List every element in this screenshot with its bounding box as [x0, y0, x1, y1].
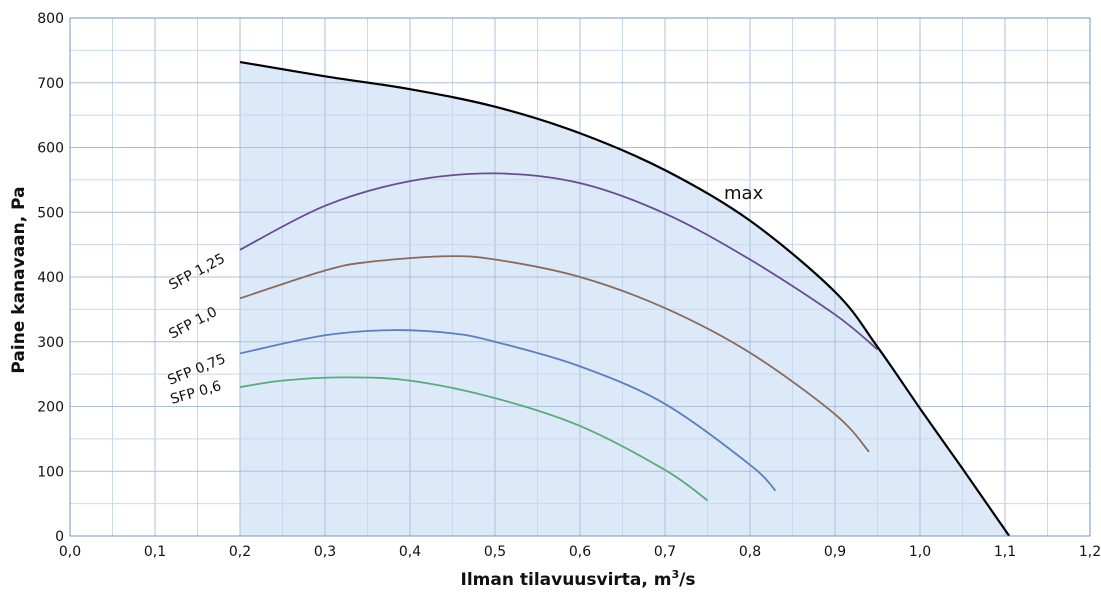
y-tick-label: 400	[37, 270, 64, 286]
series-line-sfp-0-6	[239, 376, 709, 502]
x-axis-title: Ilman tilavuusvirta, m3/s	[461, 568, 696, 590]
x-axis-title-sup: 3	[672, 568, 680, 581]
series-line-sfp-0-75	[239, 329, 777, 492]
plot-frame	[69, 17, 1091, 537]
x-tick-label: 0,4	[399, 544, 421, 560]
y-tick-label: 200	[37, 400, 64, 416]
y-tick-label: 800	[37, 11, 64, 27]
x-tick-label: 0,0	[59, 544, 81, 560]
x-tick-label: 0,1	[144, 544, 166, 560]
x-tick-label: 1,0	[909, 544, 931, 560]
x-tick-label: 0,8	[739, 544, 761, 560]
y-axis-title: Paine kanavaan, Pa	[9, 186, 29, 373]
y-tick-label: 100	[37, 464, 64, 480]
x-axis-title-main: Ilman tilavuusvirta, m	[461, 570, 672, 590]
tick-labels: 0,0 0,1 0,2 0,3 0,4 0,5 0,6 0,7 0,8 0,9 1,0 1,1 1,2 0…	[37, 11, 1101, 560]
max-area-fill	[240, 62, 1010, 536]
series-line-sfp-1-25	[239, 172, 879, 351]
x-tick-label: 0,9	[824, 544, 846, 560]
x-axis-title-tail: /s	[679, 570, 695, 590]
y-tick-label: 300	[37, 335, 64, 351]
y-tick-label: 600	[37, 141, 64, 157]
y-tick-label: 0	[55, 529, 64, 545]
series-line-max	[239, 60, 1011, 536]
label-max: max	[724, 183, 764, 204]
x-tick-label: 0,7	[654, 544, 676, 560]
x-tick-label: 0,6	[569, 544, 591, 560]
x-tick-label: 0,5	[484, 544, 506, 560]
series-group	[239, 60, 1011, 536]
x-tick-label: 1,1	[994, 544, 1016, 560]
x-tick-label: 0,2	[229, 544, 251, 560]
y-tick-label: 700	[37, 76, 64, 92]
x-tick-label: 1,2	[1079, 544, 1101, 560]
x-tick-label: 0,3	[314, 544, 336, 560]
series-line-sfp-1-0	[239, 255, 870, 453]
y-tick-label: 500	[37, 205, 64, 221]
